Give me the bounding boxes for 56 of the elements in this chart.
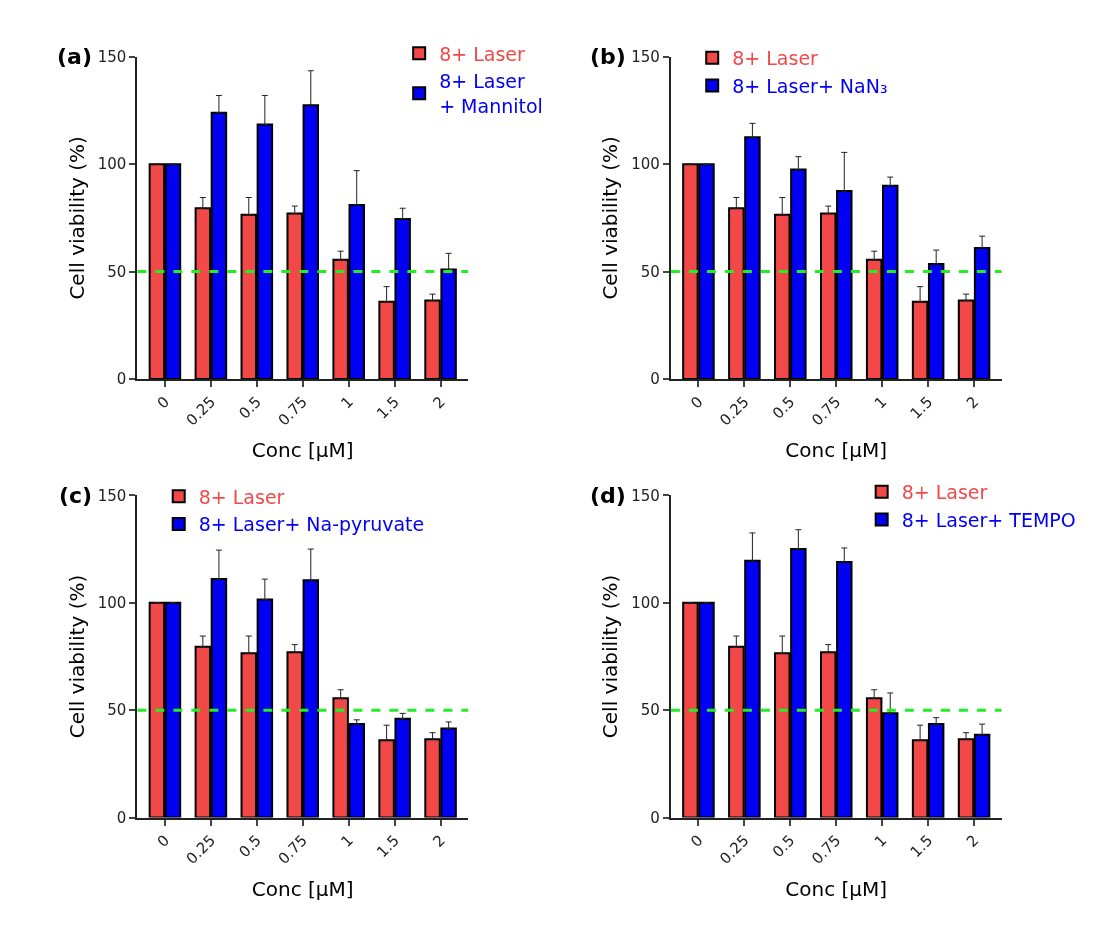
legend-label: 8+ Laser+ Na-pyruvate — [198, 513, 425, 536]
x-tick-label: 0 — [153, 831, 174, 851]
y-tick-label: 150 — [631, 48, 660, 67]
legend-label: 8+ Laser+ TEMPO — [901, 508, 1076, 531]
y-tick-label: 0 — [650, 808, 660, 827]
x-tick-label: 0.5 — [768, 392, 799, 423]
legend-label: 8+ Laser — [732, 47, 819, 70]
x-tick-label: 2 — [429, 392, 449, 413]
x-tick-label: 0.5 — [235, 831, 265, 862]
y-tick-label: 50 — [640, 701, 660, 720]
y-tick-label: 0 — [116, 808, 127, 827]
y-tick-label: 100 — [631, 594, 660, 612]
x-tick-label: 1 — [337, 392, 357, 413]
y-tick-label: 0 — [650, 370, 660, 389]
y-tick-label: 150 — [97, 486, 127, 505]
y-tick-label: 100 — [97, 155, 127, 174]
y-axis-title: Cell viability (%) — [64, 136, 89, 300]
x-tick-label: 0 — [153, 392, 174, 413]
x-axis-title: Conc [μM] — [251, 876, 354, 901]
legend-label: 8+ Laser+ NaN₃ — [732, 74, 888, 97]
x-tick-label: 2 — [429, 831, 449, 851]
x-tick-label: 1.5 — [906, 392, 937, 423]
y-tick-label: 100 — [97, 594, 127, 612]
x-tick-label: 1.5 — [373, 392, 403, 423]
x-tick-label: 0.5 — [768, 831, 799, 862]
x-tick-label: 2 — [962, 831, 983, 851]
legend-label: 8+ Laser — [439, 42, 526, 65]
chart-title: (d) — [590, 483, 626, 508]
y-tick-label: 150 — [97, 48, 127, 67]
chart-title: (a) — [57, 44, 92, 69]
legend-label: 8+ Laser — [198, 485, 285, 508]
y-tick-label: 150 — [631, 486, 660, 505]
legend-label: 8+ Laser — [901, 481, 988, 504]
x-tick-label: 0 — [687, 831, 707, 851]
y-axis-title: Cell viability (%) — [64, 574, 89, 739]
y-tick-label: 50 — [107, 701, 127, 720]
x-axis-title: Conc [μM] — [785, 438, 888, 463]
x-tick-label: 2 — [962, 392, 983, 413]
y-tick-label: 100 — [631, 155, 660, 174]
chart-title: (b) — [590, 44, 626, 69]
x-axis-title: Conc [μM] — [785, 876, 888, 901]
legend-label: 8+ Laser + Mannitol — [439, 70, 543, 118]
y-tick-label: 50 — [107, 262, 127, 281]
y-axis-title: Cell viability (%) — [598, 136, 623, 300]
x-tick-label: 1 — [870, 392, 891, 413]
x-tick-label: 0.5 — [235, 392, 265, 423]
y-tick-label: 0 — [116, 370, 127, 389]
x-axis-title: Conc [μM] — [251, 438, 354, 463]
x-tick-label: 1.5 — [373, 831, 403, 862]
x-tick-label: 1 — [337, 831, 357, 851]
chart-title: (c) — [59, 483, 93, 508]
x-tick-label: 1 — [870, 831, 891, 851]
x-tick-label: 1.5 — [906, 831, 937, 862]
y-axis-title: Cell viability (%) — [598, 574, 623, 739]
x-tick-label: 0 — [687, 392, 707, 413]
y-tick-label: 50 — [640, 262, 660, 281]
